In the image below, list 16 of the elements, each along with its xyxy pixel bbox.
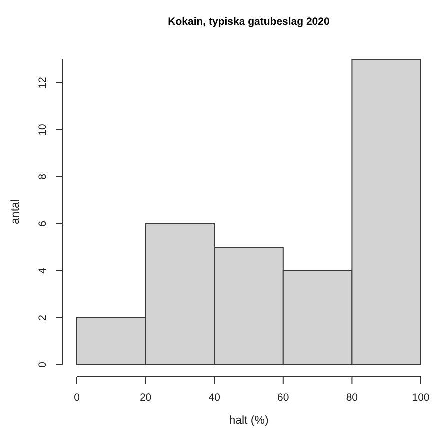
y-tick-label: 2 — [37, 314, 49, 321]
x-tick-label: 80 — [346, 392, 358, 404]
y-tick-label: 12 — [37, 77, 49, 89]
y-tick-label: 8 — [37, 174, 49, 180]
y-tick-label: 10 — [37, 124, 49, 136]
y-tick-label: 4 — [37, 268, 49, 274]
chart-title: Kokain, typiska gatubeslag 2020 — [168, 16, 330, 28]
x-axis-title: halt (%) — [229, 415, 269, 427]
y-tick-label: 6 — [37, 220, 49, 227]
x-tick-label: 60 — [278, 392, 290, 404]
y-axis-title: antal — [10, 200, 22, 224]
x-tick-label: 100 — [412, 392, 430, 404]
x-tick-label: 40 — [208, 392, 221, 404]
x-tick-label: 20 — [140, 392, 152, 404]
x-tick-label: 0 — [74, 392, 80, 404]
y-tick-label: 0 — [37, 362, 49, 368]
